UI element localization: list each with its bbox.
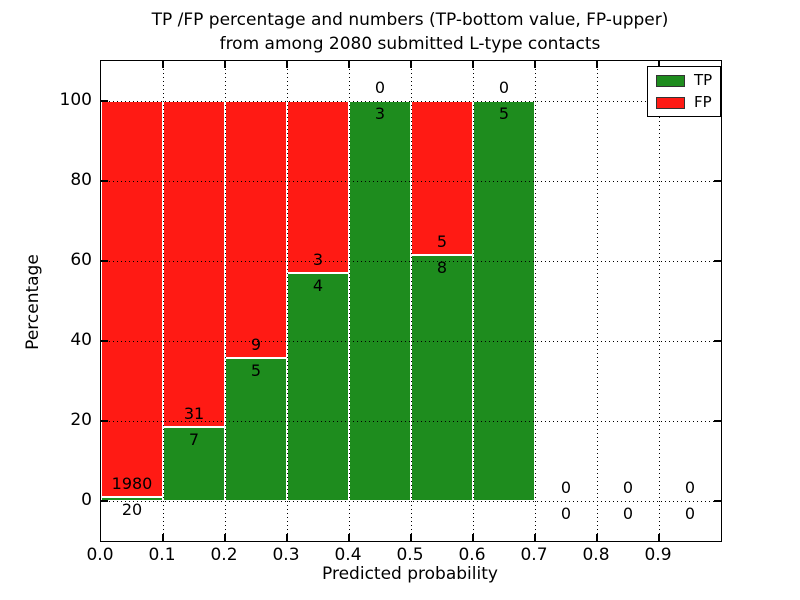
x-tick-mark [658, 534, 660, 541]
chart-title: TP /FP percentage and numbers (TP-bottom… [100, 8, 720, 56]
fp-count-label: 0 [560, 478, 572, 497]
x-tick-mark [286, 534, 288, 541]
y-tick-mark [101, 500, 108, 502]
legend: TP FP [647, 66, 722, 117]
tp-legend-label: TP [694, 71, 713, 89]
fp-count-label: 5 [436, 232, 448, 251]
y-tick-mark [101, 100, 108, 102]
fp-bar-segment [287, 101, 349, 273]
x-tick-label: 0.6 [458, 545, 486, 565]
tp-count-label: 5 [498, 104, 510, 123]
y-tick-label: 40 [70, 330, 92, 350]
x-tick-label: 0.7 [520, 545, 548, 565]
gridline-vertical [473, 61, 474, 541]
tp-bar-segment [411, 255, 473, 501]
tp-count-label: 4 [312, 275, 324, 295]
fp-count-label: 0 [374, 78, 386, 97]
chart-title-line1: TP /FP percentage and numbers (TP-bottom… [151, 10, 669, 30]
x-tick-mark [410, 61, 412, 68]
x-tick-label: 0.5 [396, 545, 424, 565]
y-tick-mark [714, 420, 721, 422]
y-tick-label: 20 [70, 410, 92, 430]
legend-row-fp: FP [656, 95, 712, 110]
gridline-vertical [163, 61, 164, 541]
x-tick-label: 0.4 [334, 545, 362, 565]
gridline-vertical [535, 61, 536, 541]
y-tick-mark [714, 260, 721, 262]
x-tick-mark [596, 534, 598, 541]
y-tick-label: 60 [70, 250, 92, 270]
x-tick-mark [348, 534, 350, 541]
x-tick-mark [162, 534, 164, 541]
fp-bar-segment [225, 101, 287, 359]
x-tick-label: 0.2 [210, 545, 238, 565]
chart-title-line2: from among 2080 submitted L-type contact… [219, 34, 601, 54]
legend-row-tp: TP [656, 73, 712, 88]
tp-count-label: 5 [250, 361, 262, 381]
x-tick-label: 0.0 [86, 545, 114, 565]
x-tick-mark [224, 61, 226, 68]
y-tick-mark [714, 500, 721, 502]
tp-count-label: 0 [684, 504, 696, 523]
x-tick-mark [348, 61, 350, 68]
tp-bar-segment [225, 358, 287, 501]
x-tick-mark [658, 61, 660, 68]
gridline-vertical [225, 61, 226, 541]
y-tick-label: 100 [59, 90, 92, 110]
tp-bar-segment [287, 272, 349, 501]
x-tick-mark [596, 61, 598, 68]
gridline-vertical [411, 61, 412, 541]
tp-count-label: 0 [560, 504, 572, 523]
fp-legend-label: FP [694, 93, 712, 111]
gridline-vertical [597, 61, 598, 541]
fp-count-label: 3 [312, 249, 324, 269]
fp-count-label: 1980 [111, 474, 153, 493]
y-tick-mark [714, 340, 721, 342]
fp-legend-swatch [656, 96, 685, 109]
tp-bar-segment [473, 101, 535, 501]
y-tick-mark [101, 260, 108, 262]
y-tick-label: 0 [81, 490, 92, 510]
x-axis-label: Predicted probability [322, 564, 498, 584]
plot-area: 1980 20 31 7 9 5 3 4 0 3 5 8 0 5 0 0 0 0 0 0 TP FP [100, 60, 722, 542]
fp-count-label: 0 [684, 478, 696, 497]
y-tick-mark [101, 180, 108, 182]
gridline-vertical [287, 61, 288, 541]
x-tick-mark [534, 61, 536, 68]
fp-count-label: 9 [250, 335, 262, 355]
y-tick-mark [101, 340, 108, 342]
tp-count-label: 0 [622, 504, 634, 523]
tp-count-label: 8 [436, 258, 448, 277]
x-tick-mark [472, 534, 474, 541]
y-tick-mark [714, 180, 721, 182]
x-tick-mark [224, 534, 226, 541]
x-tick-label: 0.9 [644, 545, 672, 565]
x-tick-mark [472, 61, 474, 68]
x-tick-mark [410, 534, 412, 541]
fp-count-label: 31 [183, 404, 205, 424]
y-tick-label: 80 [70, 170, 92, 190]
x-tick-mark [286, 61, 288, 68]
fp-count-label: 0 [622, 478, 634, 497]
x-tick-label: 0.8 [582, 545, 610, 565]
tp-bar-segment [349, 101, 411, 501]
fp-bar-segment [101, 101, 163, 497]
x-tick-label: 0.1 [148, 545, 176, 565]
tp-count-label: 7 [188, 430, 200, 450]
x-tick-mark [534, 534, 536, 541]
tp-bar-segment [101, 497, 163, 501]
x-tick-mark [162, 61, 164, 68]
tp-count-label: 3 [374, 104, 386, 123]
y-tick-mark [101, 420, 108, 422]
tp-count-label: 20 [121, 500, 143, 519]
x-tick-label: 0.3 [272, 545, 300, 565]
gridline-vertical [349, 61, 350, 541]
fp-bar-segment [163, 101, 225, 428]
fp-count-label: 0 [498, 78, 510, 97]
gridline-vertical [659, 61, 660, 541]
tp-legend-swatch [656, 74, 685, 87]
